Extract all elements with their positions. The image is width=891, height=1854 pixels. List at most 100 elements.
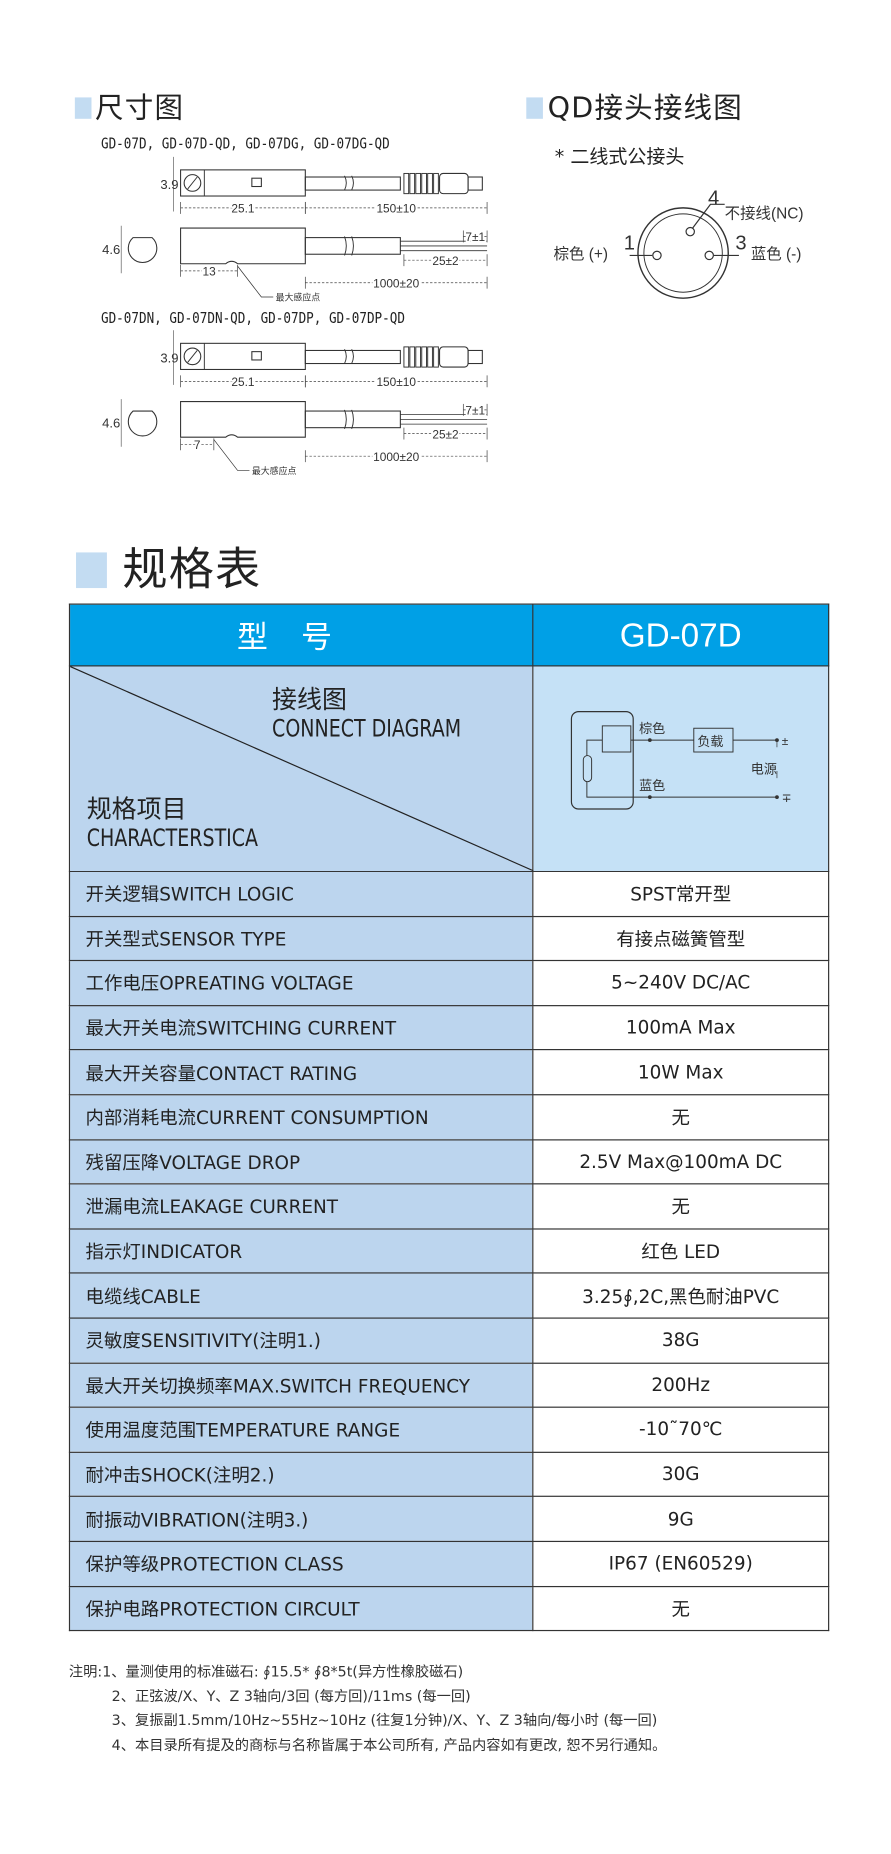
- sensor-body-side: [180, 401, 306, 438]
- connect-diagram: 棕色 蓝色 负载 电源 ± ∓: [570, 711, 792, 810]
- connector-tip: [467, 349, 483, 365]
- dimensions-title: 尺寸图: [95, 91, 185, 125]
- cable: [304, 176, 401, 191]
- spec-label: 灵敏度SENSITIVITY(注明1.): [68, 1317, 534, 1364]
- spec-label: 泄漏电流LEAKAGE CURRENT: [68, 1183, 534, 1230]
- group2-models: GD-07DN, GD-07DN-QD, GD-07DP, GD-07DP-QD: [100, 308, 405, 327]
- spec-value: 100mA Max: [532, 1004, 830, 1051]
- items-label-cn: 规格项目: [86, 794, 187, 824]
- dimension-label: 7: [194, 438, 201, 452]
- spec-value: 无: [532, 1094, 830, 1140]
- pin-1: [652, 250, 662, 261]
- spec-label: 开关逻辑SWITCH LOGIC: [68, 870, 534, 917]
- spec-label: 保护等级PROTECTION CLASS: [68, 1540, 534, 1587]
- spec-value: 3.25∮,2C,黑色耐油PVC: [532, 1272, 830, 1319]
- table-row: 指示灯INDICATOR 红色 LED: [68, 1228, 830, 1274]
- plus-terminal: ±: [782, 734, 789, 748]
- spec-label: 指示灯INDICATOR: [68, 1228, 534, 1274]
- connector-nut: [427, 172, 433, 195]
- spec-value: 红色 LED: [532, 1228, 830, 1274]
- connector-nut: [415, 346, 422, 368]
- sensing-point-leader: [237, 265, 274, 298]
- dimension-drawing-group1: 3.9 25.1 150±10 4.6 7±1 25±2 13 1000±20 最大感应点: [102, 156, 488, 303]
- diagonal-line: [70, 666, 534, 871]
- pin3-number: 3: [735, 232, 746, 254]
- table-row: 最大开关容量CONTACT RATING 10W Max: [68, 1049, 830, 1096]
- dimension-drawing-group2: 3.9 25.1 150±10 4.6 7±1 25±2 7 1000±20 最大感应点: [102, 330, 488, 476]
- connector-inner-ring: [643, 213, 723, 293]
- header-model-label: 型号: [68, 603, 534, 667]
- spec-value: 5~240V DC/AC: [532, 960, 830, 1006]
- qd-connector-diagram: 4 不接线(NC) 1 棕色 (+) 3 蓝色 (-): [554, 187, 804, 299]
- sensor-profile: [127, 410, 158, 437]
- sensor-profile: [127, 237, 158, 264]
- sensing-point-label: 最大感应点: [252, 465, 297, 476]
- table-row: 灵敏度SENSITIVITY(注明1.) 38G: [68, 1317, 830, 1364]
- spec-label: 残留压降VOLTAGE DROP: [68, 1138, 534, 1185]
- pin1-label: 棕色 (+): [554, 245, 608, 263]
- connector-nut: [433, 346, 439, 368]
- minus-terminal: ∓: [782, 791, 792, 805]
- spec-value: 无: [532, 1183, 830, 1230]
- spec-label: 最大开关切换频率MAX.SWITCH FREQUENCY: [68, 1362, 534, 1408]
- pin1-number: 1: [624, 232, 635, 254]
- dimension-label: 25±2: [432, 254, 458, 268]
- table-row: 使用温度范围TEMPERATURE RANGE -10˜70℃: [68, 1406, 830, 1453]
- spec-label: 工作电压OPREATING VOLTAGE: [68, 960, 534, 1006]
- connector-nut: [403, 346, 410, 368]
- connector-nut: [433, 172, 439, 195]
- dimension-label: 1000±20: [373, 450, 419, 464]
- spec-label: 耐振动VIBRATION(注明3.): [68, 1496, 534, 1542]
- spec-label: 内部消耗电流CURRENT CONSUMPTION: [68, 1094, 534, 1140]
- table-row: 泄漏电流LEAKAGE CURRENT 无: [68, 1183, 830, 1230]
- table-row: 工作电压OPREATING VOLTAGE 5~240V DC/AC: [68, 960, 830, 1006]
- connector-nut: [403, 172, 410, 195]
- table-row: 内部消耗电流CURRENT CONSUMPTION 无: [68, 1094, 830, 1140]
- connector-nut: [421, 346, 427, 368]
- sensing-point-label: 最大感应点: [276, 292, 321, 303]
- spec-value: IP67 (EN60529): [532, 1540, 830, 1587]
- blue-wire-label: 蓝色: [639, 778, 665, 793]
- pin-3: [704, 250, 714, 261]
- screw-slot: [187, 176, 198, 190]
- qd-wiring-title: QD接头接线图: [547, 91, 743, 125]
- dimension-label: 7±1: [465, 404, 485, 418]
- cable-break: [344, 175, 354, 191]
- table-row: 保护电路PROTECTION CIRCULT 无: [68, 1585, 830, 1632]
- section-marker: [526, 97, 543, 119]
- spec-table: 型号 GD-07D 接线图 CONNECT DIAGRAM 规格项目 CHARA…: [68, 603, 830, 1632]
- table-header-row: 型号 GD-07D: [68, 603, 830, 667]
- sensing-point-leader: [213, 439, 250, 471]
- footnote: 注明:1、量测使用的标准磁石: ∮15.5* ∮8*5t(异方性橡胶磁石): [68, 1663, 464, 1680]
- spec-label: 最大开关电流SWITCHING CURRENT: [68, 1004, 534, 1051]
- table-row: 最大开关电流SWITCHING CURRENT 100mA Max: [68, 1004, 830, 1051]
- screw-icon: [183, 347, 202, 366]
- diagonal-header-cell: 接线图 CONNECT DIAGRAM 规格项目 CHARACTERSTICA: [68, 665, 534, 872]
- spec-title: 规格表: [122, 542, 262, 596]
- pin4-number: 4: [708, 187, 719, 209]
- height-dimension: 3.9: [160, 350, 178, 365]
- dimension-drawings: 3.9 25.1 150±10 4.6 7±1 25±2 13 1000±20 最大感应点 3.…: [102, 156, 488, 476]
- header-model-value: GD-07D: [532, 603, 830, 667]
- spec-value: 38G: [532, 1317, 830, 1364]
- table-row: 残留压降VOLTAGE DROP 2.5V Max@100mA DC: [68, 1138, 830, 1185]
- spec-value: 2.5V Max@100mA DC: [532, 1138, 830, 1185]
- spec-value: 有接点磁簧管型: [532, 915, 830, 962]
- sensor-body-side: [180, 227, 306, 265]
- connector-nut: [409, 346, 416, 368]
- table-row: 耐振动VIBRATION(注明3.) 9G: [68, 1496, 830, 1542]
- qd-wiring-subtitle: * 二线式公接头: [554, 144, 685, 168]
- section-marker: [74, 97, 92, 119]
- spec-value: SPST常开型: [532, 870, 830, 917]
- table-row: 开关逻辑SWITCH LOGIC SPST常开型: [68, 870, 830, 917]
- section-marker: [76, 552, 107, 589]
- table-row: 保护等级PROTECTION CLASS IP67 (EN60529): [68, 1540, 830, 1587]
- dimension-label: 25.1: [231, 375, 254, 389]
- group1-models: GD-07D, GD-07D-QD, GD-07DG, GD-07DG-QD: [100, 134, 390, 153]
- footnote: 3、复振副1.5mm/10Hz~55Hz~10Hz (往复1分钟)/X、Y、Z …: [111, 1711, 658, 1729]
- connector-tip: [467, 176, 483, 191]
- power-label: 电源: [751, 761, 777, 776]
- spec-label: 保护电路PROTECTION CIRCULT: [68, 1585, 534, 1632]
- reed-switch-icon: [582, 755, 593, 783]
- cable-break: [344, 236, 354, 256]
